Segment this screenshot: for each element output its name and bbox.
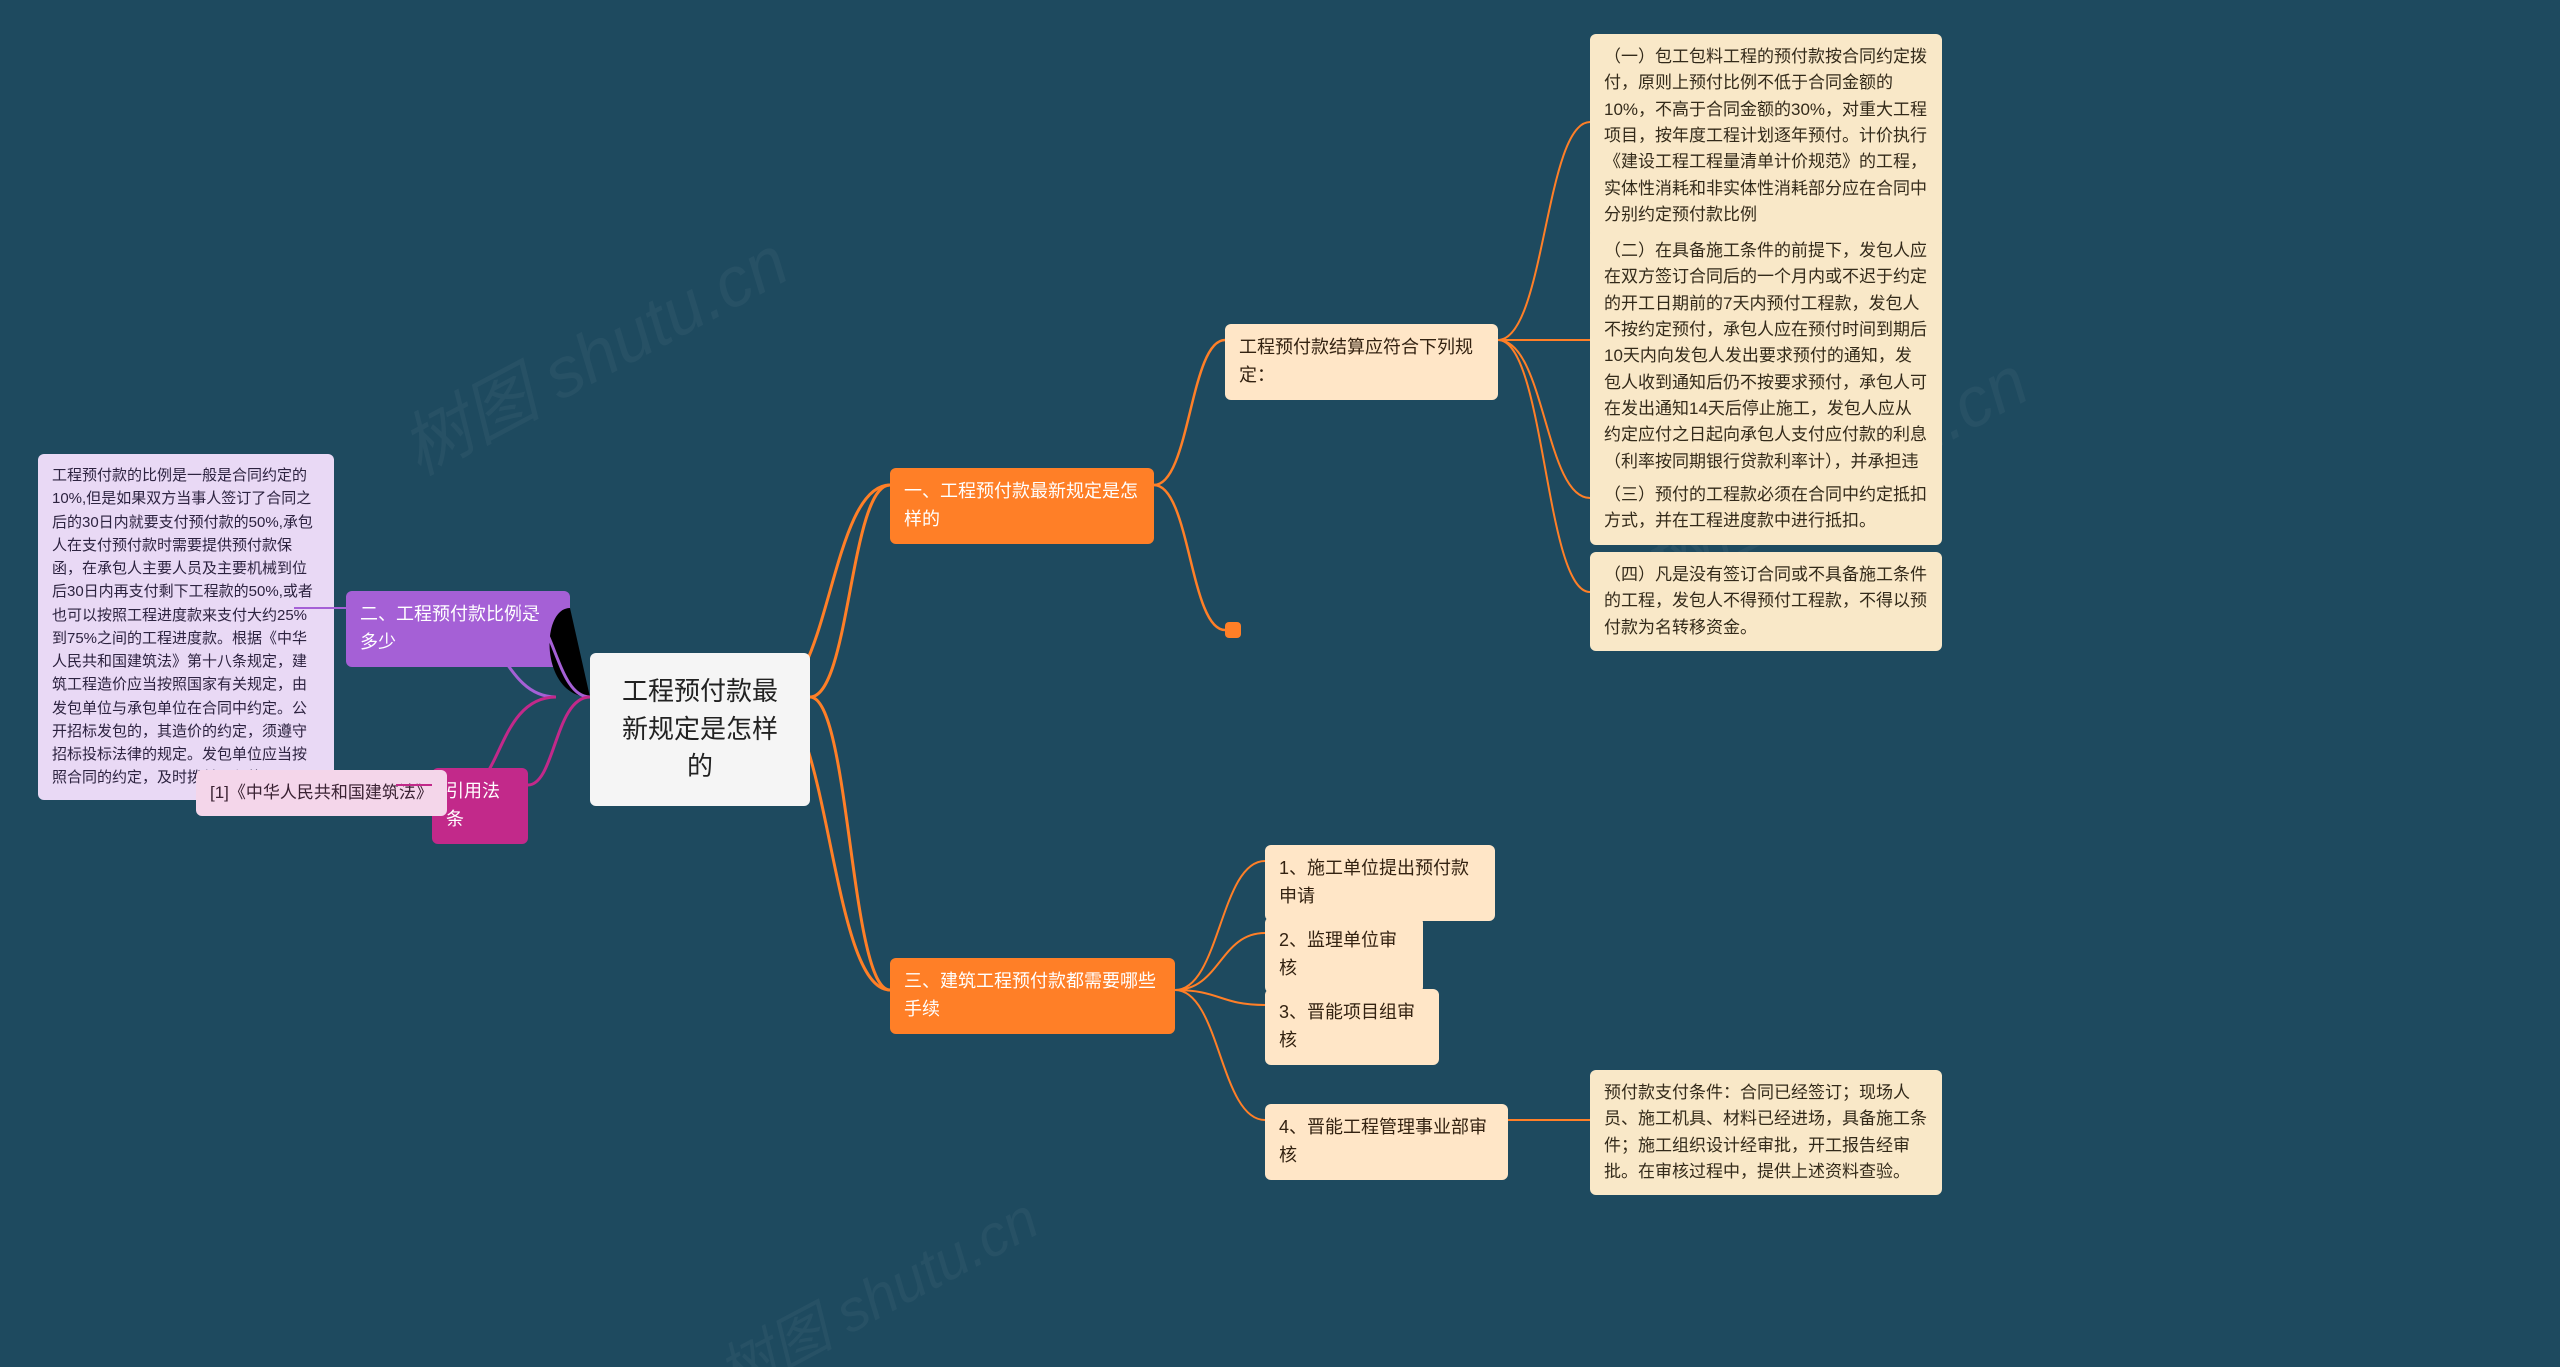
branch1-node[interactable]: 一、工程预付款最新规定是怎样的 [890,468,1154,544]
branch1-item-4[interactable]: （四）凡是没有签订合同或不具备施工条件的工程，发包人不得预付工程款，不得以预付款… [1590,552,1942,651]
branch3-step-1[interactable]: 1、施工单位提出预付款申请 [1265,845,1495,921]
root-node[interactable]: 工程预付款最新规定是怎样的 [590,653,810,806]
watermark: 树图 shutu.cn [701,1172,1051,1367]
branch1-sub-node[interactable]: 工程预付款结算应符合下列规定： [1225,324,1498,400]
branch-ref-detail[interactable]: [1]《中华人民共和国建筑法》 [196,770,447,816]
branch3-step-3[interactable]: 3、晋能项目组审核 [1265,989,1439,1065]
branch1-item-1[interactable]: （一）包工包料工程的预付款按合同约定拨付，原则上预付比例不低于合同金额的10%，… [1590,34,1942,238]
branch3-step-2[interactable]: 2、监理单位审核 [1265,917,1423,993]
branch2-node[interactable]: 二、工程预付款比例是多少 [346,591,570,667]
branch2-detail[interactable]: 工程预付款的比例是一般是合同约定的10%,但是如果双方当事人签订了合同之后的30… [38,454,334,800]
watermark: 树图 shutu.cn [381,206,803,494]
branch3-step-4[interactable]: 4、晋能工程管理事业部审核 [1265,1104,1508,1180]
branch1-dot [1225,622,1241,638]
branch1-item-3[interactable]: （三）预付的工程款必须在合同中约定抵扣方式，并在工程进度款中进行抵扣。 [1590,472,1942,545]
branch3-node[interactable]: 三、建筑工程预付款都需要哪些手续 [890,958,1175,1034]
branch3-detail[interactable]: 预付款支付条件：合同已经签订；现场人员、施工机具、材料已经进场，具备施工条件；施… [1590,1070,1942,1195]
branch1-item-2[interactable]: （二）在具备施工条件的前提下，发包人应在双方签订合同后的一个月内或不迟于约定的开… [1590,228,1942,511]
